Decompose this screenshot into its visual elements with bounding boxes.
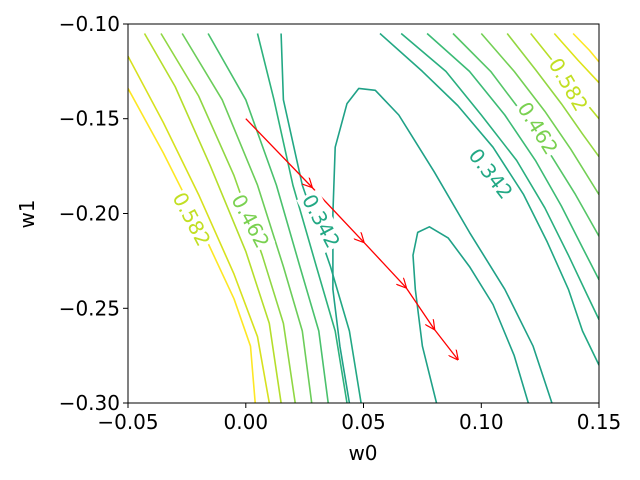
y-tick-label-2: −0.20 bbox=[59, 202, 120, 226]
gradient-step-arrow-0 bbox=[245, 118, 312, 187]
x-axis-label: w0 bbox=[348, 441, 377, 465]
contour-line-2 bbox=[143, 33, 282, 403]
x-axis-ticks: −0.05 0.00 0.05 0.10 0.15 bbox=[97, 403, 621, 434]
contour-label-bg-4 bbox=[511, 96, 564, 161]
x-tick-label-2: 0.05 bbox=[341, 410, 386, 434]
gradient-step-arrow-4 bbox=[433, 328, 458, 359]
contour-line-15 bbox=[506, 33, 599, 158]
contour-line-1 bbox=[128, 55, 271, 403]
y-tick-label-3: −0.25 bbox=[59, 296, 120, 320]
y-axis-label: w1 bbox=[15, 199, 39, 228]
contour-label-bg-2 bbox=[296, 188, 346, 254]
contour-line-12 bbox=[426, 32, 599, 281]
x-tick-label-3: 0.10 bbox=[459, 410, 504, 434]
gradient-step-arrow-3 bbox=[405, 287, 434, 329]
contour-line-18 bbox=[572, 32, 599, 63]
contour-line-5 bbox=[207, 33, 329, 403]
y-tick-label-0: −0.10 bbox=[59, 12, 120, 36]
contour-line-14 bbox=[480, 32, 599, 196]
y-tick-label-4: −0.30 bbox=[59, 391, 120, 415]
contour-line-6 bbox=[256, 33, 348, 403]
contour-label-bg-3 bbox=[462, 142, 519, 205]
contour-line-17 bbox=[553, 32, 599, 84]
contour-label-bg-5 bbox=[543, 52, 594, 117]
contour-line-0 bbox=[128, 88, 256, 403]
contour-lines bbox=[128, 32, 599, 403]
contour-line-10 bbox=[379, 32, 599, 366]
x-tick-label-0: −0.05 bbox=[97, 410, 158, 434]
contour-label-bg-0 bbox=[166, 187, 217, 252]
x-tick-label-1: 0.00 bbox=[224, 410, 269, 434]
x-tick-label-4: 0.15 bbox=[577, 410, 622, 434]
contour-label-bg-1 bbox=[225, 188, 276, 254]
y-axis-ticks: −0.10 −0.15 −0.20 −0.25 −0.30 bbox=[59, 12, 128, 415]
gradient-step-arrow-2 bbox=[363, 241, 406, 288]
contour-line-4 bbox=[181, 33, 313, 403]
contour-line-11 bbox=[400, 32, 599, 320]
y-tick-label-1: −0.15 bbox=[59, 107, 120, 131]
contour-line-8 bbox=[332, 87, 553, 403]
contour-line-9 bbox=[412, 226, 530, 403]
